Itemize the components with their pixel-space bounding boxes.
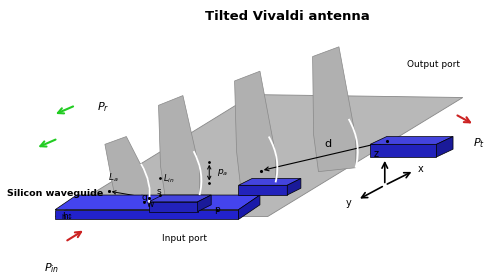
Polygon shape bbox=[238, 178, 300, 185]
Polygon shape bbox=[55, 210, 238, 219]
Text: x: x bbox=[417, 164, 423, 174]
Polygon shape bbox=[238, 185, 286, 195]
Polygon shape bbox=[312, 47, 355, 172]
Text: d: d bbox=[324, 139, 331, 149]
Polygon shape bbox=[105, 137, 148, 205]
Polygon shape bbox=[238, 195, 260, 219]
Polygon shape bbox=[436, 137, 452, 157]
Text: p: p bbox=[214, 205, 220, 214]
Polygon shape bbox=[197, 195, 211, 212]
Text: h$\updownarrow$: h$\updownarrow$ bbox=[61, 212, 73, 221]
Text: Output port: Output port bbox=[406, 60, 459, 70]
Text: h: h bbox=[62, 212, 68, 221]
Text: $L_a$: $L_a$ bbox=[108, 172, 119, 184]
Polygon shape bbox=[148, 195, 211, 202]
Polygon shape bbox=[369, 144, 436, 157]
Polygon shape bbox=[369, 137, 452, 144]
Polygon shape bbox=[55, 94, 462, 217]
Text: $P_{in}$: $P_{in}$ bbox=[43, 261, 59, 275]
Text: $p_a$: $p_a$ bbox=[217, 167, 228, 178]
Polygon shape bbox=[55, 195, 260, 210]
Text: g: g bbox=[141, 193, 146, 202]
Polygon shape bbox=[158, 96, 199, 198]
Text: $P_r$: $P_r$ bbox=[97, 100, 109, 114]
Text: Silicon waveguide: Silicon waveguide bbox=[7, 189, 103, 198]
Text: y: y bbox=[345, 198, 351, 208]
Text: z: z bbox=[373, 149, 378, 159]
Text: $L_{in}$: $L_{in}$ bbox=[163, 172, 175, 185]
Text: Input port: Input port bbox=[162, 234, 207, 243]
Polygon shape bbox=[286, 178, 300, 195]
Polygon shape bbox=[148, 202, 197, 212]
Text: $P_t$: $P_t$ bbox=[472, 137, 485, 150]
Polygon shape bbox=[234, 71, 275, 185]
Text: s: s bbox=[156, 187, 161, 196]
Text: Tilted Vivaldi antenna: Tilted Vivaldi antenna bbox=[204, 10, 369, 23]
Text: w: w bbox=[147, 200, 154, 209]
